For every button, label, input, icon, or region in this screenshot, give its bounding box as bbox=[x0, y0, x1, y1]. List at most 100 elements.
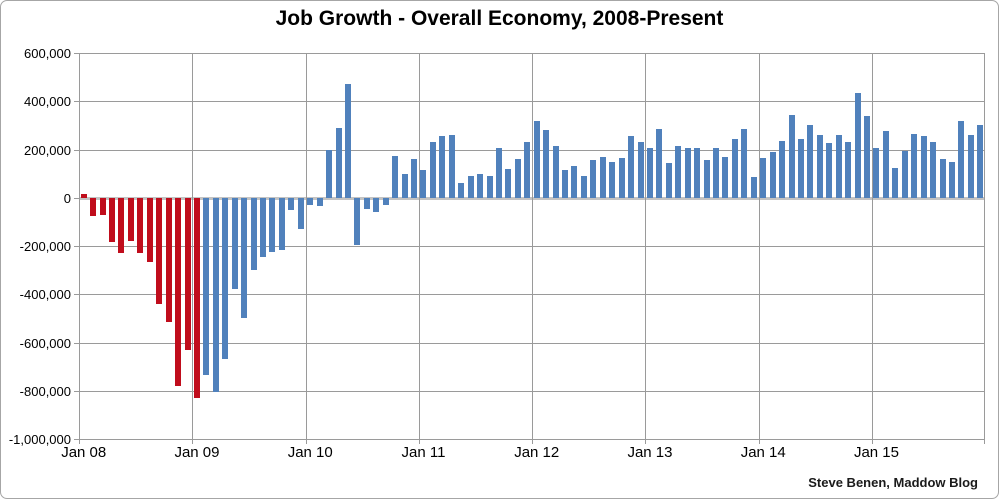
bar-Dec-15 bbox=[977, 125, 984, 198]
v-gridline bbox=[872, 53, 873, 439]
bar-Apr-11 bbox=[448, 135, 455, 198]
bar-Nov-08 bbox=[175, 197, 182, 386]
bar-Aug-10 bbox=[373, 197, 380, 213]
bar-Oct-13 bbox=[731, 138, 738, 198]
bar-Sep-10 bbox=[382, 197, 389, 205]
bar-Dec-12 bbox=[637, 142, 644, 198]
bar-Mar-14 bbox=[779, 141, 786, 198]
y-axis-tick-mark bbox=[74, 390, 79, 392]
x-axis-tick-label: Jan 14 bbox=[740, 444, 786, 461]
y-axis-tick-mark bbox=[74, 342, 79, 344]
bar-May-14 bbox=[797, 138, 804, 198]
bar-Sep-09 bbox=[269, 197, 276, 253]
y-axis-tick-label: 400,000 bbox=[24, 94, 71, 110]
bar-Jan-11 bbox=[420, 170, 427, 198]
x-axis-tick-mark bbox=[419, 439, 420, 444]
bar-Sep-14 bbox=[835, 135, 842, 198]
x-axis-tick-mark bbox=[192, 439, 193, 444]
bar-Aug-11 bbox=[486, 176, 493, 198]
bar-Nov-12 bbox=[628, 136, 635, 198]
bar-Jun-10 bbox=[354, 197, 361, 245]
bar-Aug-14 bbox=[826, 143, 833, 198]
bar-Oct-15 bbox=[958, 120, 965, 198]
x-axis-tick-mark bbox=[759, 439, 760, 444]
v-gridline bbox=[192, 53, 193, 439]
bar-Sep-08 bbox=[156, 197, 163, 304]
bar-Feb-13 bbox=[656, 128, 663, 198]
bar-Jul-08 bbox=[137, 197, 144, 254]
bar-Feb-11 bbox=[429, 142, 436, 198]
bar-Jul-12 bbox=[590, 160, 597, 198]
bar-Apr-10 bbox=[335, 127, 342, 198]
y-axis-tick-mark bbox=[74, 439, 79, 440]
bar-Jan-10 bbox=[307, 197, 314, 205]
bar-Jul-15 bbox=[930, 142, 937, 198]
bar-Jan-13 bbox=[646, 148, 653, 198]
bar-Nov-13 bbox=[741, 128, 748, 198]
bar-Oct-09 bbox=[278, 197, 285, 250]
bar-Nov-09 bbox=[288, 197, 295, 210]
x-axis-tick-mark bbox=[306, 439, 307, 444]
bar-May-13 bbox=[684, 148, 691, 198]
bar-Apr-15 bbox=[901, 150, 908, 198]
attribution-credit: Steve Benen, Maddow Blog bbox=[808, 475, 978, 490]
plot-area bbox=[79, 53, 985, 440]
bar-Jun-14 bbox=[807, 125, 814, 198]
bar-Sep-11 bbox=[495, 148, 502, 198]
bar-Sep-13 bbox=[722, 156, 729, 198]
x-axis-tick-label: Jan 11 bbox=[401, 444, 446, 461]
bar-Jul-10 bbox=[363, 197, 370, 209]
bar-Aug-08 bbox=[146, 197, 153, 262]
v-gridline bbox=[532, 53, 533, 439]
bar-Feb-08 bbox=[90, 197, 97, 216]
bar-Jan-14 bbox=[760, 157, 767, 198]
x-axis-tick-label: Jan 10 bbox=[287, 444, 333, 461]
v-gridline bbox=[984, 53, 985, 439]
y-axis-tick-mark bbox=[74, 246, 79, 247]
v-gridline bbox=[759, 53, 760, 439]
bar-Nov-10 bbox=[401, 173, 408, 198]
x-axis-tick-label: Jan 09 bbox=[174, 444, 220, 461]
bar-Jul-13 bbox=[703, 160, 710, 198]
bar-Feb-15 bbox=[882, 131, 889, 198]
bar-May-12 bbox=[571, 166, 578, 198]
bar-Jun-13 bbox=[694, 148, 701, 198]
bar-Nov-14 bbox=[854, 92, 861, 198]
y-axis-tick-label: -400,000 bbox=[19, 287, 71, 303]
bar-Oct-12 bbox=[618, 157, 625, 198]
bar-Jul-09 bbox=[250, 197, 257, 271]
y-axis-tick-mark bbox=[74, 149, 79, 151]
bar-Mar-08 bbox=[99, 197, 106, 215]
bar-Dec-10 bbox=[411, 159, 418, 198]
bar-Jul-11 bbox=[477, 173, 484, 198]
bar-Jun-09 bbox=[241, 197, 248, 319]
x-axis-tick-label: Jan 15 bbox=[853, 444, 899, 461]
v-gridline bbox=[645, 53, 646, 439]
bar-Feb-12 bbox=[543, 130, 550, 198]
y-axis-tick-mark bbox=[74, 101, 79, 103]
y-axis-tick-label: -600,000 bbox=[19, 335, 71, 351]
x-axis-tick-mark bbox=[645, 439, 646, 444]
bar-Jul-14 bbox=[816, 135, 823, 198]
bar-Mar-09 bbox=[212, 197, 219, 392]
bar-Aug-13 bbox=[713, 148, 720, 198]
x-axis-tick-mark bbox=[79, 439, 80, 444]
bar-May-11 bbox=[458, 183, 465, 198]
bar-Dec-08 bbox=[184, 197, 191, 350]
bar-Dec-09 bbox=[297, 197, 304, 230]
y-axis-tick-label: -200,000 bbox=[19, 239, 71, 254]
bar-Oct-10 bbox=[392, 155, 399, 198]
bar-Jan-15 bbox=[873, 148, 880, 198]
x-axis-tick-label: Jan 08 bbox=[61, 444, 107, 461]
bar-May-15 bbox=[911, 133, 918, 198]
y-axis-tick-label: 0 bbox=[63, 190, 71, 206]
y-axis-tick-label: 200,000 bbox=[24, 142, 71, 158]
bar-Apr-08 bbox=[109, 197, 116, 243]
bar-Oct-08 bbox=[165, 197, 172, 322]
bar-Apr-13 bbox=[675, 145, 682, 198]
x-axis-tick-mark bbox=[532, 439, 533, 444]
v-gridline bbox=[419, 53, 420, 439]
bar-May-08 bbox=[118, 197, 125, 254]
x-axis-tick-mark bbox=[984, 439, 985, 444]
